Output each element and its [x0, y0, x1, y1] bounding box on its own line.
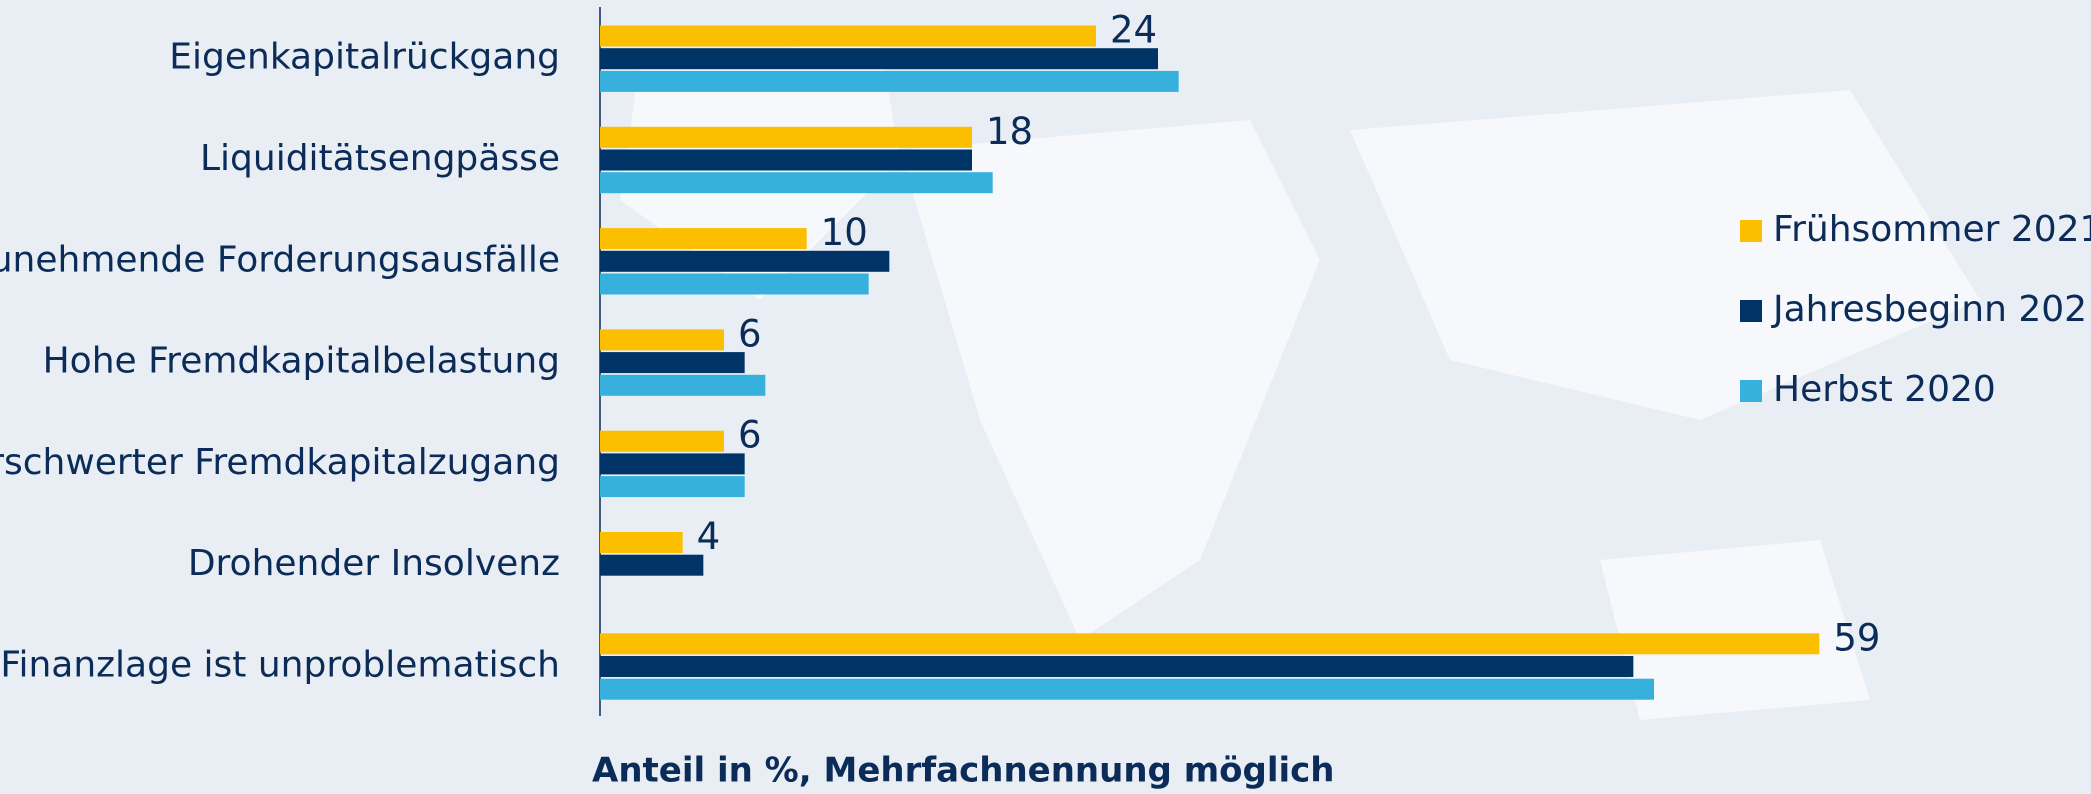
data-label: 18	[986, 110, 1033, 153]
y-tick-label: Liquiditätsengpässe	[200, 138, 560, 179]
bar	[600, 250, 890, 272]
bar	[600, 374, 766, 396]
y-tick-label: Drohender Insolvenz	[188, 543, 560, 584]
data-label: 59	[1833, 616, 1880, 659]
data-label: 6	[738, 312, 762, 355]
bar	[600, 273, 869, 295]
data-label: 24	[1110, 9, 1157, 52]
y-tick-label: Erschwerter Fremdkapitalzugang	[0, 442, 560, 483]
bar	[600, 149, 972, 171]
legend-swatch	[1740, 300, 1762, 322]
y-tick-label: Eigenkapitalrückgang	[169, 37, 560, 78]
bar	[600, 352, 745, 374]
bar	[600, 70, 1179, 92]
map-shape	[620, 40, 1980, 720]
y-tick-label: Zunehmende Forderungsausfälle	[0, 239, 560, 280]
legend-label: Jahresbeginn 2021	[1771, 289, 2091, 330]
bar	[600, 25, 1096, 47]
bar	[600, 126, 972, 148]
legend-label: Herbst 2020	[1773, 369, 1996, 410]
bar	[600, 329, 724, 351]
bar	[600, 678, 1654, 700]
bar	[600, 656, 1634, 677]
bar	[600, 554, 704, 576]
legend-label: Frühsommer 2021	[1773, 209, 2091, 250]
bar	[600, 453, 745, 475]
bar	[600, 532, 683, 553]
y-tick-label: Finanzlage ist unproblematisch	[0, 645, 560, 686]
bar	[600, 48, 1158, 70]
bar	[600, 172, 993, 194]
legend-swatch	[1740, 220, 1762, 242]
data-label: 4	[697, 515, 721, 558]
legend-swatch	[1740, 380, 1762, 402]
bar	[600, 476, 745, 498]
bar	[600, 633, 1820, 655]
bar	[600, 228, 807, 250]
x-axis-label: Anteil in %, Mehrfachnennung möglich	[592, 751, 1335, 791]
data-label: 10	[821, 211, 868, 254]
bar	[600, 430, 724, 452]
data-label: 6	[738, 414, 762, 457]
y-tick-label: Hohe Fremdkapitalbelastung	[43, 341, 560, 382]
